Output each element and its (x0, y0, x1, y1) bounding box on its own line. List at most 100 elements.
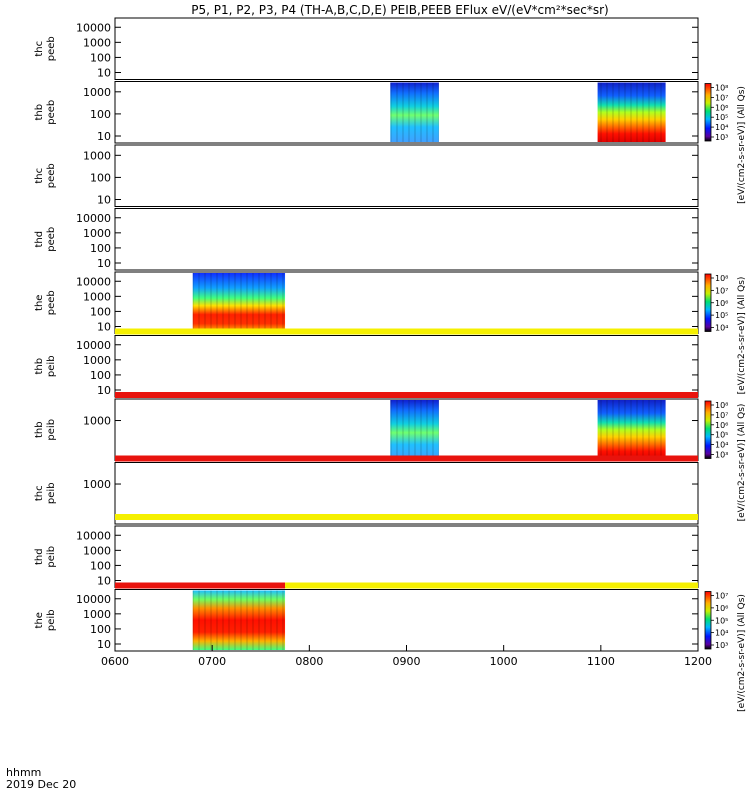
y-tick-label: 100 (90, 51, 111, 64)
y-tick-label: 10 (97, 257, 111, 270)
panel-label-probe: the (34, 612, 45, 628)
colorbar-tick-label: 10⁶ (715, 604, 728, 613)
status-strip (285, 582, 698, 589)
panel-10: 10 100 1000 10000 thepeib 10³ 10⁴ 10⁵ 10⁶ 10⁷ [eV/… (34, 582, 747, 712)
status-strip (115, 455, 698, 462)
panel-frame (114, 208, 699, 271)
x-tick-label: 0600 (101, 655, 129, 668)
spectrogram-texture (390, 400, 439, 460)
panel-label: thcpeeb (34, 163, 57, 188)
x-tick-label: 0900 (393, 655, 421, 668)
panel-label-product: peib (46, 609, 57, 631)
y-tick-label: 100 (90, 171, 111, 184)
y-tick-label: 100 (90, 108, 111, 121)
panel-label: thdpeib (34, 546, 57, 568)
panel-label-probe: thd (34, 231, 45, 248)
colorbar-tick-label: 10⁷ (715, 93, 728, 102)
y-tick-label: 10 (97, 638, 111, 651)
y-tick-label: 1000 (83, 544, 111, 557)
y-tick-label: 10000 (76, 593, 111, 606)
y-tick-label: 10 (97, 321, 111, 334)
colorbar (704, 400, 712, 459)
colorbar-tick-label: 10⁸ (715, 84, 728, 93)
colorbar-tick-label: 10⁷ (715, 592, 728, 601)
y-tick-label: 10 (97, 67, 111, 80)
y-tick-label: 100 (90, 623, 111, 636)
y-tick-label: 100 (90, 369, 111, 382)
panel-label-probe: the (34, 295, 45, 311)
colorbar-tick-label: 10⁴ (715, 441, 728, 450)
panel-4: 10 100 1000 10000 thdpeeb (34, 208, 699, 271)
y-tick-label: 1000 (83, 354, 111, 367)
y-tick-label: 10 (97, 194, 111, 207)
panels-group: 10100100010000thcpeeb101001000thbpeeb10³… (34, 17, 747, 712)
y-tick-label: 100 (90, 559, 111, 572)
y-tick-label: 1000 (83, 608, 111, 621)
y-tick-label: 10000 (76, 212, 111, 225)
x-tick-label: 1100 (587, 655, 615, 668)
colorbar (704, 273, 712, 332)
chart-title: P5, P1, P2, P3, P4 (TH-A,B,C,D,E) PEIB,P… (191, 3, 608, 17)
x-tick-label: 0700 (198, 655, 226, 668)
colorbar-label: [eV/(cm2-s-sr-eV)] (All Qs) (737, 277, 747, 395)
x-axis: 0600 0700 0800 0900 1000 1100 1200 (101, 645, 712, 668)
panel-1: 10 100 1000 10000 thcpeeb (34, 17, 699, 80)
y-tick-label: 100 (90, 305, 111, 318)
panel-label-product: peib (46, 419, 57, 441)
y-tick-label: 1000 (83, 86, 111, 99)
status-strip (115, 582, 286, 589)
x-tick-label: 0800 (295, 655, 323, 668)
panel-6: 10 100 1000 10000 thbpeib (34, 328, 699, 398)
panel-frame (114, 462, 699, 525)
colorbar-tick-label: 10⁶ (715, 103, 728, 112)
panel-frame (114, 525, 699, 588)
colorbar-label: [eV/(cm2-s-sr-eV)] (All Qs) (737, 404, 747, 522)
panel-label-probe: thc (34, 485, 45, 501)
panel-label-product: peeb (46, 100, 57, 125)
colorbar-label: [eV/(cm2-s-sr-eV)] (All Qs) (737, 86, 747, 204)
spectrogram-texture (597, 400, 666, 460)
y-tick-label: 10000 (76, 529, 111, 542)
colorbar-tick-label: 10³ (715, 451, 728, 460)
panel-label-product: peib (46, 546, 57, 568)
y-tick-label: 1000 (83, 290, 111, 303)
colorbar-label: [eV/(cm2-s-sr-eV)] (All Qs) (737, 594, 747, 712)
panel-label-probe: thb (34, 358, 45, 375)
spectrogram-texture (390, 82, 439, 142)
panel-label-probe: thb (34, 104, 45, 121)
colorbar-tick-label: 10⁵ (715, 431, 728, 440)
x-tick-label: 1000 (490, 655, 518, 668)
panel-label: thepeeb (34, 290, 57, 315)
y-tick-label: 1000 (83, 36, 111, 49)
y-tick-label: 1000 (83, 478, 111, 491)
panel-label-product: peeb (46, 36, 57, 61)
spectrogram-texture (192, 590, 286, 650)
panel-3: 10 100 1000 thcpeeb (34, 144, 699, 207)
panel-label-probe: thc (34, 41, 45, 57)
y-tick-label: 10000 (76, 275, 111, 288)
colorbar-tick-label: 10⁴ (715, 629, 728, 638)
colorbar-tick-label: 10⁵ (715, 113, 728, 122)
y-tick-label: 1000 (83, 149, 111, 162)
panel-label: thcpeib (34, 482, 57, 504)
panel-frame (114, 335, 699, 398)
y-tick-label: 10000 (76, 21, 111, 34)
panel-label-probe: thb (34, 421, 45, 438)
y-tick-label: 10000 (76, 339, 111, 352)
panel-label-probe: thd (34, 548, 45, 565)
y-tick-label: 10 (97, 130, 111, 143)
status-strip (115, 514, 698, 520)
colorbar-tick-label: 10⁵ (715, 311, 728, 320)
y-tick-label: 10 (97, 575, 111, 588)
footer-hhmm: hhmm (6, 766, 41, 779)
panel-8: 1000 thcpeib (34, 455, 699, 525)
spectrogram-texture (597, 82, 666, 142)
panel-label-product: peeb (46, 290, 57, 315)
y-tick-label: 1000 (83, 227, 111, 240)
panel-label: thbpeeb (34, 100, 57, 125)
panel-label-product: peib (46, 355, 57, 377)
